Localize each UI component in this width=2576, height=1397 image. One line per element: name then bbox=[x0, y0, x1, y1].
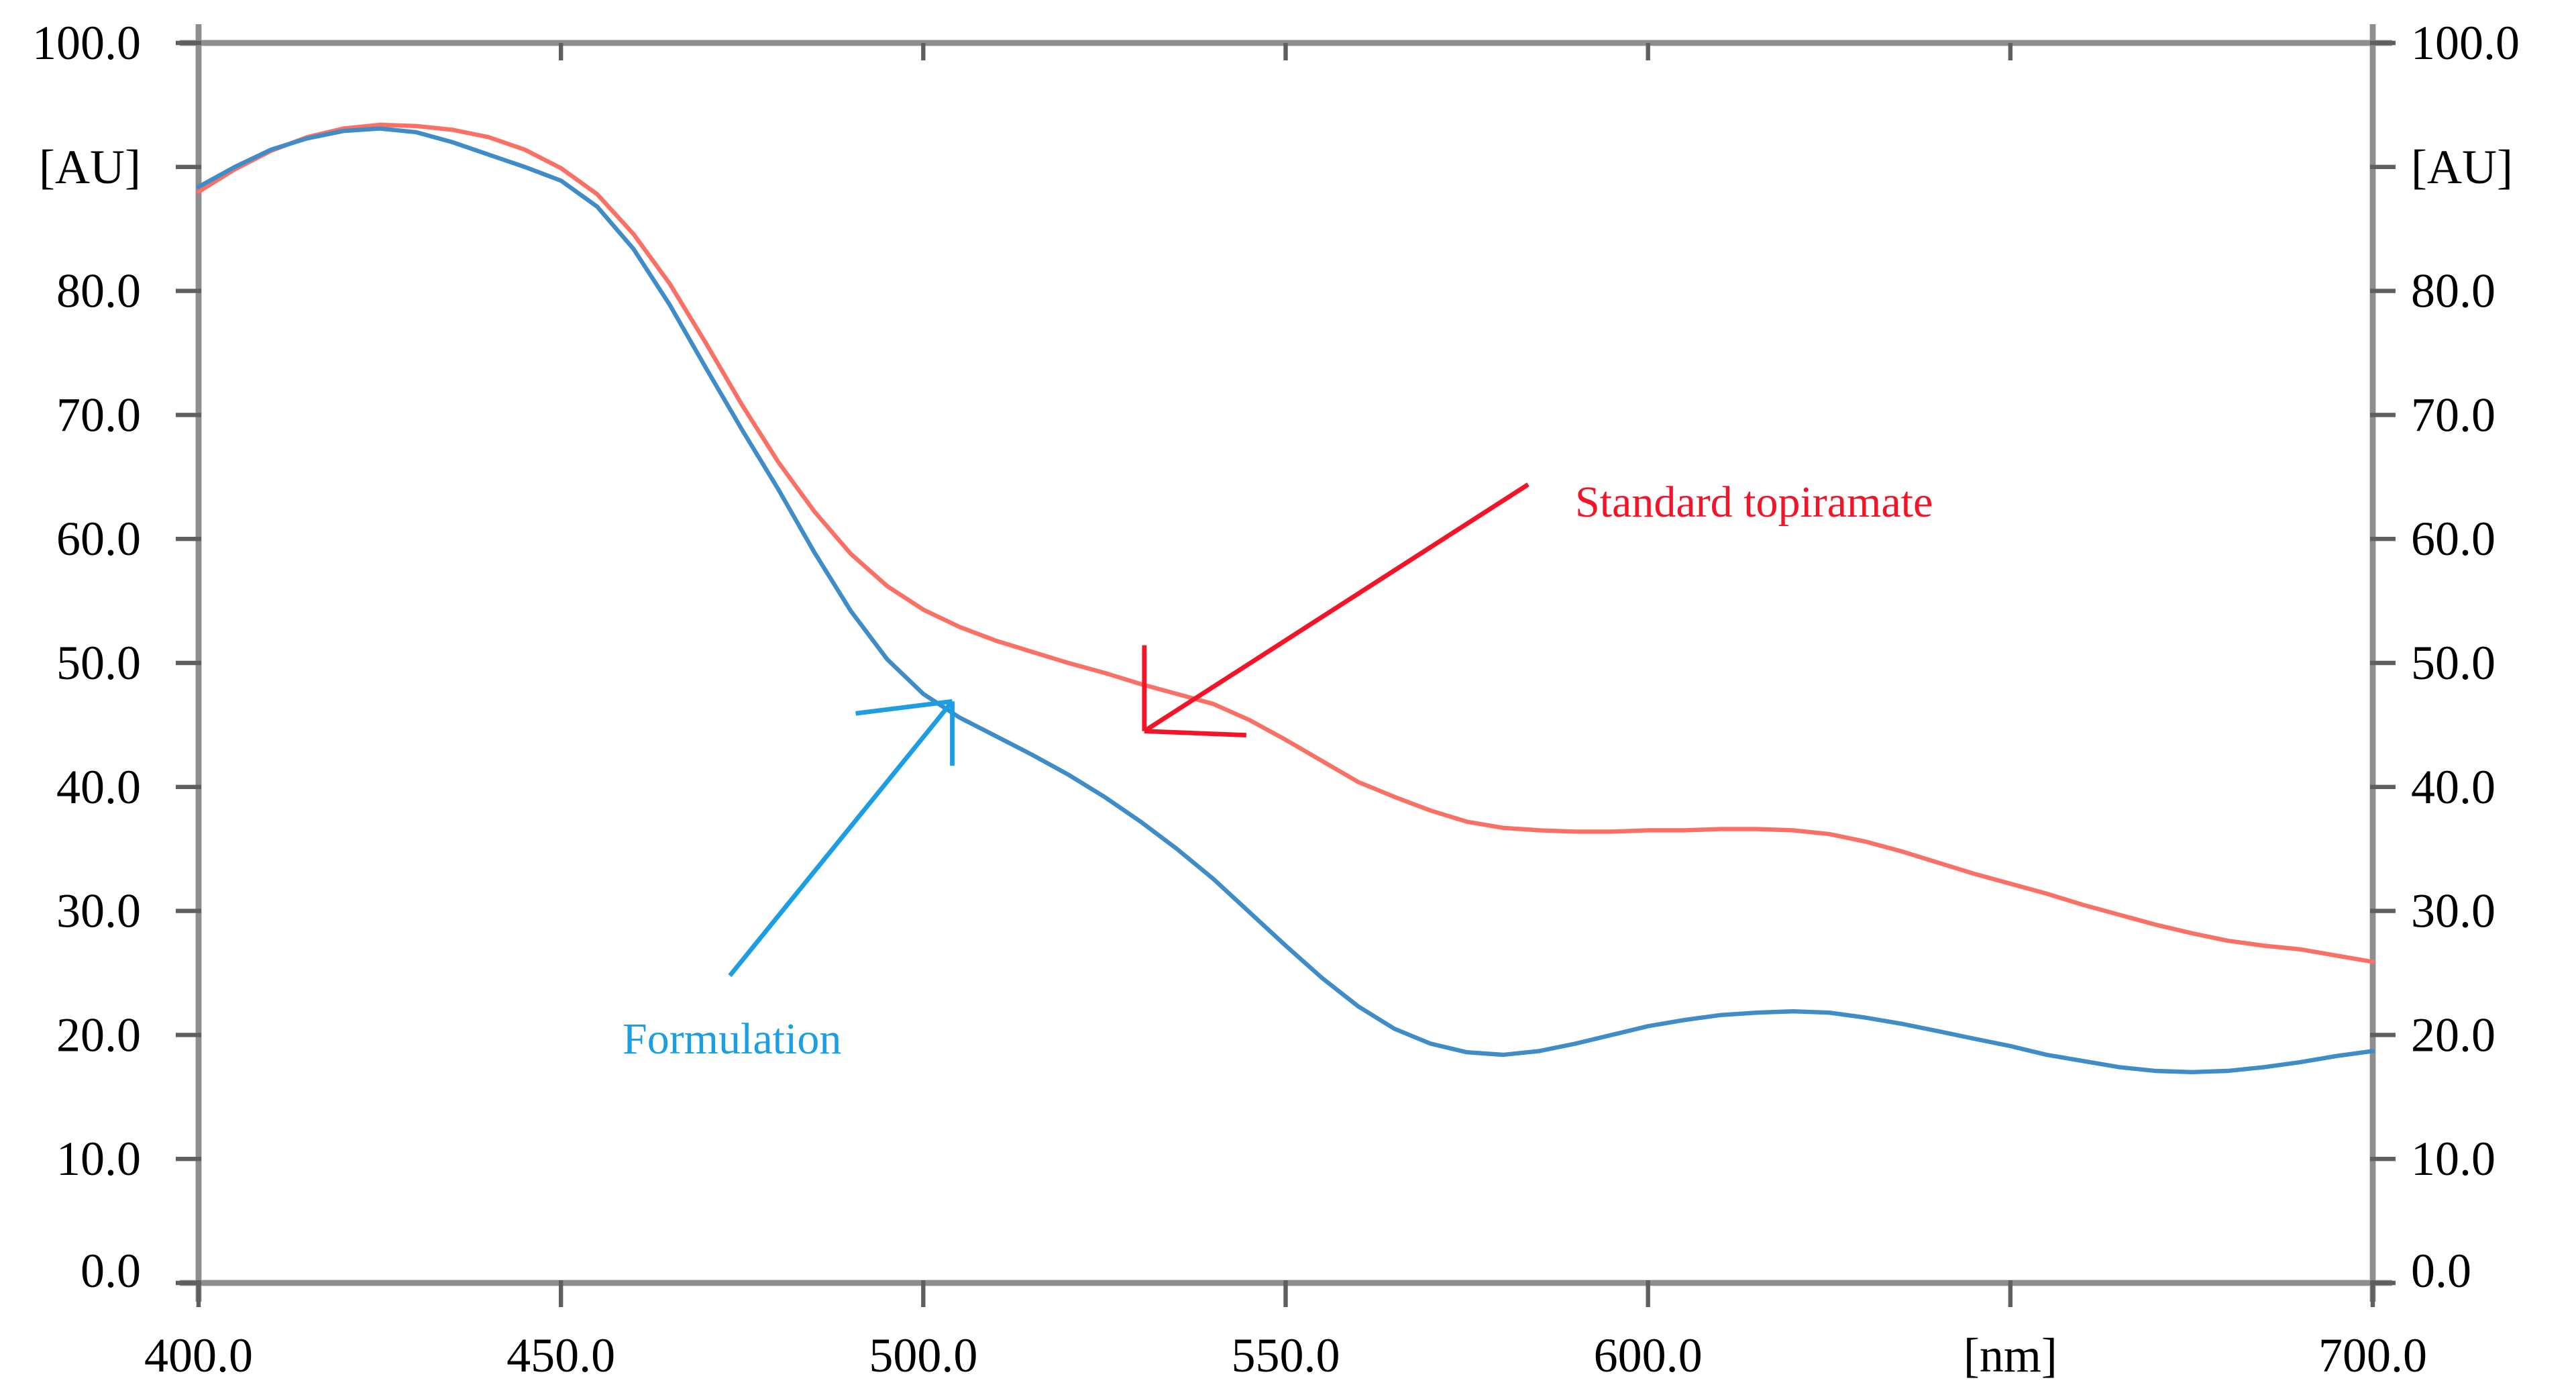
left-y-tick-label: 0.0 bbox=[80, 1244, 141, 1298]
formulation-label: Formulation bbox=[623, 1015, 841, 1064]
formulation-arrow bbox=[728, 698, 955, 978]
standard-topiramate-arrow bbox=[1142, 482, 1529, 738]
x-tick-label: 550.0 bbox=[1232, 1329, 1340, 1382]
right-y-tick-label: 60.0 bbox=[2411, 512, 2496, 566]
left-y-tick-label: 70.0 bbox=[56, 388, 141, 442]
arrow-shaft bbox=[1142, 482, 1529, 733]
left-y-tick-label: 40.0 bbox=[56, 760, 141, 814]
left-y-tick-label: 30.0 bbox=[56, 884, 141, 938]
tick-label-layer: 100.0 100.0 [AU] [AU] 80.0 80.0 70.0 70.0 60.0 60… bbox=[32, 16, 2520, 1382]
right-y-tick-label: 0.0 bbox=[2411, 1244, 2471, 1298]
axes-layer bbox=[180, 24, 2392, 1302]
standard-topiramate-curve bbox=[196, 122, 2375, 964]
annotation-layer: Standard topiramate Formulation bbox=[623, 478, 1933, 1064]
right-y-tick-label: 10.0 bbox=[2411, 1132, 2496, 1186]
right-y-tick-label: 50.0 bbox=[2411, 636, 2496, 690]
right-y-tick-label: 20.0 bbox=[2411, 1008, 2496, 1062]
x-tick-label: 500.0 bbox=[869, 1329, 977, 1382]
right-y-tick-label: 40.0 bbox=[2411, 760, 2496, 814]
left-y-tick-label: [AU] bbox=[39, 140, 141, 194]
left-y-tick-label: 10.0 bbox=[56, 1132, 141, 1186]
arrow-barb bbox=[1144, 729, 1246, 738]
left-y-tick-label: 20.0 bbox=[56, 1008, 141, 1062]
right-y-tick-label: 30.0 bbox=[2411, 884, 2496, 938]
arrow-barb bbox=[855, 698, 953, 716]
left-y-tick-label: 80.0 bbox=[56, 264, 141, 318]
x-tick-label: 700.0 bbox=[2318, 1329, 2427, 1382]
arrow-shaft bbox=[728, 700, 955, 978]
tick-layer bbox=[176, 40, 2396, 1307]
left-y-tick-label: 100.0 bbox=[32, 16, 141, 70]
x-tick-label: 600.0 bbox=[1594, 1329, 1703, 1382]
standard-topiramate-label: Standard topiramate bbox=[1575, 478, 1933, 527]
right-y-tick-label: 70.0 bbox=[2411, 388, 2496, 442]
right-y-tick-label: [AU] bbox=[2411, 140, 2513, 194]
right-y-tick-label: 100.0 bbox=[2411, 16, 2520, 70]
right-y-tick-label: 80.0 bbox=[2411, 264, 2496, 318]
formulation-curve bbox=[196, 126, 2375, 1075]
curve-layer bbox=[196, 122, 2375, 1075]
x-tick-label: 450.0 bbox=[506, 1329, 615, 1382]
left-y-tick-label: 60.0 bbox=[56, 512, 141, 566]
x-tick-label: 400.0 bbox=[144, 1329, 253, 1382]
left-y-tick-label: 50.0 bbox=[56, 636, 141, 690]
x-tick-label: [nm] bbox=[1964, 1329, 2057, 1382]
